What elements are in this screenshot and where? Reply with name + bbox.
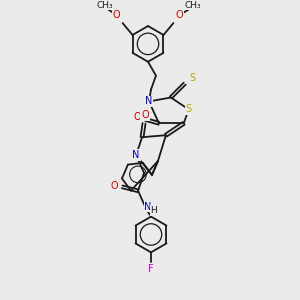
Text: S: S [190,73,196,82]
Text: N: N [132,150,140,160]
Text: CH₃: CH₃ [185,1,202,10]
Text: CH₃: CH₃ [96,1,113,10]
Text: H: H [151,206,157,215]
Text: O: O [133,112,141,122]
Text: N: N [145,97,153,106]
Text: O: O [113,10,121,20]
Text: S: S [186,104,192,114]
Text: O: O [176,10,183,20]
Text: N: N [144,202,152,212]
Text: F: F [148,264,154,274]
Text: O: O [141,110,149,120]
Text: O: O [110,181,118,191]
